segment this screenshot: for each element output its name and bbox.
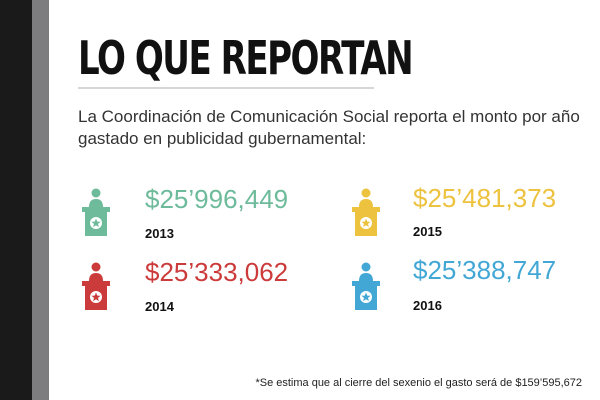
title-divider [78, 87, 374, 89]
podium-icon [82, 188, 110, 236]
page-title: LO QUE REPORTAN [78, 31, 414, 85]
left-black-bar [0, 0, 32, 400]
podium-icon [82, 262, 110, 310]
year-2016: 2016 [413, 298, 442, 313]
footnote: *Se estima que al cierre del sexenio el … [255, 377, 582, 389]
amount-2013: $25’996,449 [145, 184, 289, 214]
amount-2015: $25’481,373 [413, 183, 557, 213]
year-2015: 2015 [413, 224, 442, 239]
amount-2014: $25’333,062 [145, 257, 289, 287]
year-2013: 2013 [145, 226, 174, 241]
left-gray-bar [32, 0, 49, 400]
amount-2016: $25’388,747 [413, 255, 557, 285]
intro-text: La Coordinación de Comunicación Social r… [78, 107, 580, 148]
year-2014: 2014 [145, 299, 174, 314]
podium-icon [352, 262, 380, 310]
podium-icon [352, 188, 380, 236]
